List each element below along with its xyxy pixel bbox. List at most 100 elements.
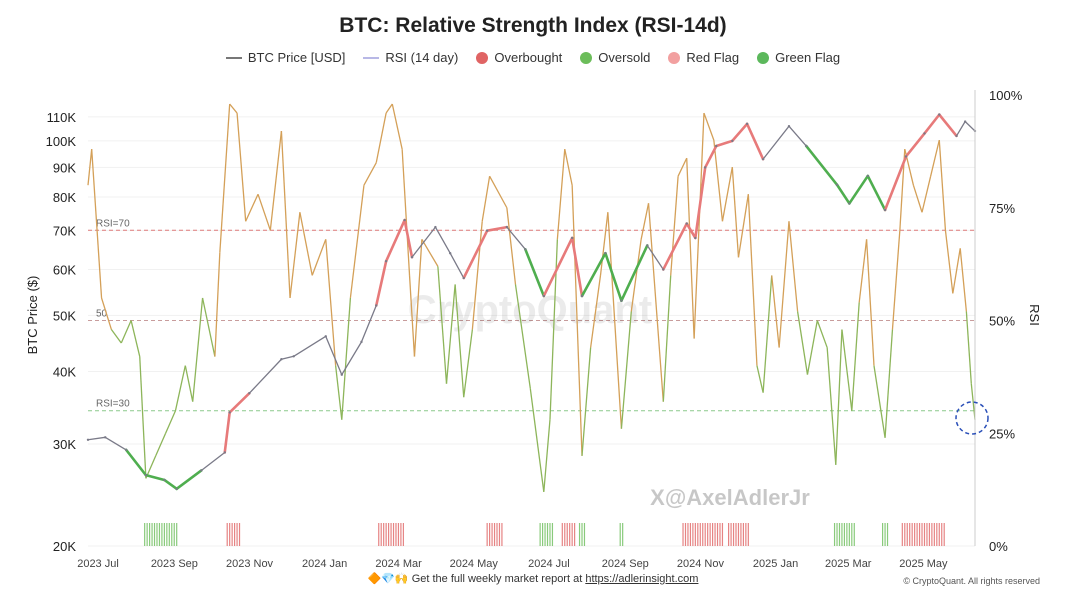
- rsi-segment: [408, 275, 416, 357]
- price-point: [223, 451, 226, 454]
- current-rsi-highlight: [955, 401, 989, 435]
- legend-dot-icon: [476, 51, 489, 64]
- rsi-segment: [299, 212, 313, 276]
- x-tick-label: 2023 Nov: [226, 558, 274, 570]
- price-point: [923, 132, 926, 135]
- rsi-segment: [806, 320, 818, 375]
- y-axis-title: BTC Price ($): [25, 276, 40, 355]
- price-segment: [325, 335, 343, 376]
- legend-item[interactable]: BTC Price [USD]: [225, 50, 346, 65]
- footer-link[interactable]: https://adlerinsight.com: [585, 573, 699, 585]
- legend-dot-icon: [580, 51, 593, 64]
- legend-label: RSI (14 day): [385, 50, 459, 65]
- price-segment: [964, 120, 976, 132]
- rsi-segment: [930, 139, 940, 177]
- legend-item[interactable]: Red Flag: [668, 50, 739, 65]
- price-segment: [411, 226, 437, 258]
- price-point: [375, 304, 378, 307]
- price-point: [787, 125, 791, 128]
- price-point: [448, 252, 452, 255]
- price-segment: [731, 122, 749, 143]
- rsi-segment: [965, 311, 972, 384]
- reference-line-label: 50: [96, 309, 108, 320]
- price-point: [248, 392, 251, 395]
- legend-item[interactable]: Oversold: [580, 50, 650, 65]
- y2-tick-label: 100%: [989, 88, 1023, 103]
- price-segment: [87, 436, 106, 441]
- rsi-segment: [506, 207, 517, 285]
- price-segment: [580, 251, 607, 298]
- legend-item[interactable]: Overbought: [476, 50, 562, 65]
- price-point: [580, 294, 584, 298]
- rsi-segment: [938, 140, 947, 231]
- rsi-segment: [100, 297, 113, 330]
- copyright-text: © CryptoQuant. All rights reserved: [903, 576, 1040, 586]
- series-lines: [86, 103, 977, 492]
- price-segment: [485, 225, 509, 232]
- rsi-segment: [970, 383, 976, 420]
- watermark-text: CryptoQuant: [408, 288, 652, 332]
- price-segment: [570, 236, 584, 298]
- rsi-segment: [349, 185, 365, 299]
- rsi-segment: [289, 212, 301, 299]
- rsi-segment: [640, 203, 650, 240]
- price-point: [280, 358, 283, 361]
- price-segment: [449, 252, 465, 279]
- price-point: [505, 225, 509, 229]
- rsi-segment: [120, 320, 132, 344]
- rsi-segment: [341, 297, 352, 420]
- x-tick-label: 2023 Sep: [151, 558, 198, 570]
- rsi-segment: [816, 320, 828, 348]
- price-segment: [175, 469, 203, 491]
- rsi-segment: [796, 311, 809, 375]
- price-segment: [955, 120, 966, 137]
- rsi-segment: [437, 266, 448, 384]
- rsi-segment: [311, 239, 327, 276]
- rsi-segment: [912, 185, 923, 213]
- price-segment: [124, 448, 148, 477]
- price-segment: [223, 411, 231, 454]
- price-segment: [248, 358, 283, 394]
- rsi-segment: [858, 239, 868, 303]
- rsi-segment: [236, 112, 247, 222]
- rsi-segment: [165, 410, 177, 434]
- rsi-segment: [401, 149, 411, 276]
- rsi-segment: [826, 347, 837, 465]
- legend-label: Red Flag: [686, 50, 740, 65]
- legend-label: BTC Price [USD]: [247, 50, 346, 65]
- x-tick-label: 2024 May: [450, 558, 499, 570]
- rsi-segment: [421, 238, 439, 267]
- price-segment: [341, 341, 363, 376]
- rsi-segment: [375, 112, 387, 163]
- price-point: [904, 155, 908, 158]
- x-tick-label: 2025 Jan: [753, 558, 798, 570]
- rsi-segment: [184, 365, 194, 402]
- legend-item[interactable]: RSI (14 day): [363, 50, 458, 65]
- legend-item[interactable]: Green Flag: [757, 50, 840, 65]
- price-segment: [163, 478, 178, 491]
- price-segment: [144, 473, 166, 482]
- price-point: [524, 248, 527, 251]
- price-point: [360, 340, 363, 344]
- rsi-segment: [91, 149, 103, 298]
- rsi-segment: [229, 103, 238, 114]
- price-segment: [883, 155, 908, 212]
- rsi-segment: [662, 275, 672, 402]
- price-segment: [904, 132, 926, 158]
- rsi-segment: [620, 311, 632, 429]
- price-point: [324, 335, 327, 338]
- rsi-segment: [334, 365, 343, 420]
- y-tick-label: 20K: [53, 539, 76, 554]
- rsi-segment: [201, 297, 216, 357]
- reference-line-label: RSI=30: [96, 399, 130, 410]
- price-point: [955, 134, 958, 138]
- price-segment: [745, 122, 765, 161]
- rsi-segment: [921, 176, 932, 213]
- price-point: [175, 487, 178, 491]
- price-segment: [462, 229, 489, 280]
- y2-tick-label: 50%: [989, 314, 1015, 329]
- y2-axis-title: RSI: [1027, 304, 1042, 326]
- rsi-segment: [514, 284, 531, 389]
- price-segment: [104, 436, 127, 451]
- rsi-segment: [130, 320, 141, 357]
